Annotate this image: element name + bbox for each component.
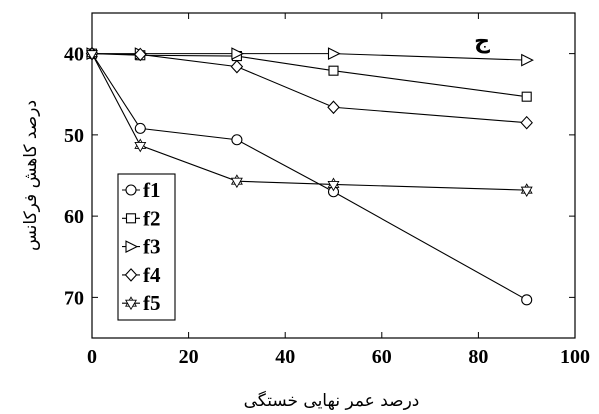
legend-marker-f2: [125, 213, 137, 224]
data-point-f3: [521, 53, 534, 67]
series-f5: [86, 46, 533, 198]
x-tick-label: 100: [560, 346, 590, 368]
legend-item-f4: f4: [122, 263, 161, 287]
y-tick-label: 40: [64, 44, 84, 66]
data-point-f3: [327, 47, 341, 61]
data-point-f1: [134, 122, 146, 134]
legend: f1 f2 f3 f4 f5: [117, 173, 176, 321]
data-point-f5: [134, 138, 147, 153]
data-point-f5: [86, 46, 98, 61]
data-point-f1: [521, 294, 533, 306]
data-point-f4: [327, 100, 340, 115]
plot-area: 0 20 40 60 80 100 40 50 60 70: [64, 12, 590, 368]
x-tick-label: 0: [87, 346, 97, 368]
series-f2: [86, 48, 532, 102]
legend-item-f2: f2: [122, 206, 161, 230]
legend-item-f3: f3: [122, 235, 161, 259]
data-point-f4: [520, 115, 533, 130]
x-axis-label: درصد عمر نهایی خستگی: [244, 390, 420, 411]
legend-label: f2: [143, 206, 161, 230]
legend-marker-f5: [125, 296, 137, 311]
legend-marker-f3: [125, 240, 139, 253]
legend-item-f1: f1: [122, 178, 161, 202]
legend-marker-f1: [125, 184, 137, 196]
plot-frame: [91, 12, 576, 339]
y-axis-label: درصد کاهش فرکانس: [21, 100, 41, 251]
x-tick-label: 40: [275, 346, 295, 368]
x-tick-label: 20: [179, 346, 199, 368]
data-point-f3: [231, 47, 245, 61]
legend-item-f5: f5: [122, 291, 161, 315]
data-point-f5: [327, 177, 340, 192]
data-point-f5: [230, 174, 243, 189]
x-tick-label: 80: [468, 346, 488, 368]
data-point-f5: [520, 183, 533, 198]
series-line-f5: [91, 53, 527, 191]
legend-label: f4: [143, 263, 161, 287]
series-f3: [86, 47, 534, 67]
data-point-f2: [521, 91, 532, 102]
data-point-f4: [230, 59, 244, 74]
data-point-f4: [134, 47, 147, 62]
series-line-f2: [91, 53, 527, 98]
data-point-f1: [231, 134, 243, 146]
legend-label: f5: [143, 291, 161, 315]
y-tick-label: 50: [64, 125, 84, 147]
x-tick-label: 60: [372, 346, 392, 368]
legend-label: f1: [143, 178, 161, 202]
y-tick-label: 60: [64, 206, 84, 228]
legend-label: f3: [143, 235, 161, 259]
chart-annotation: ج: [474, 29, 490, 54]
legend-marker-f4: [124, 268, 138, 282]
data-point-f2: [328, 65, 339, 76]
y-tick-label: 70: [64, 287, 84, 309]
